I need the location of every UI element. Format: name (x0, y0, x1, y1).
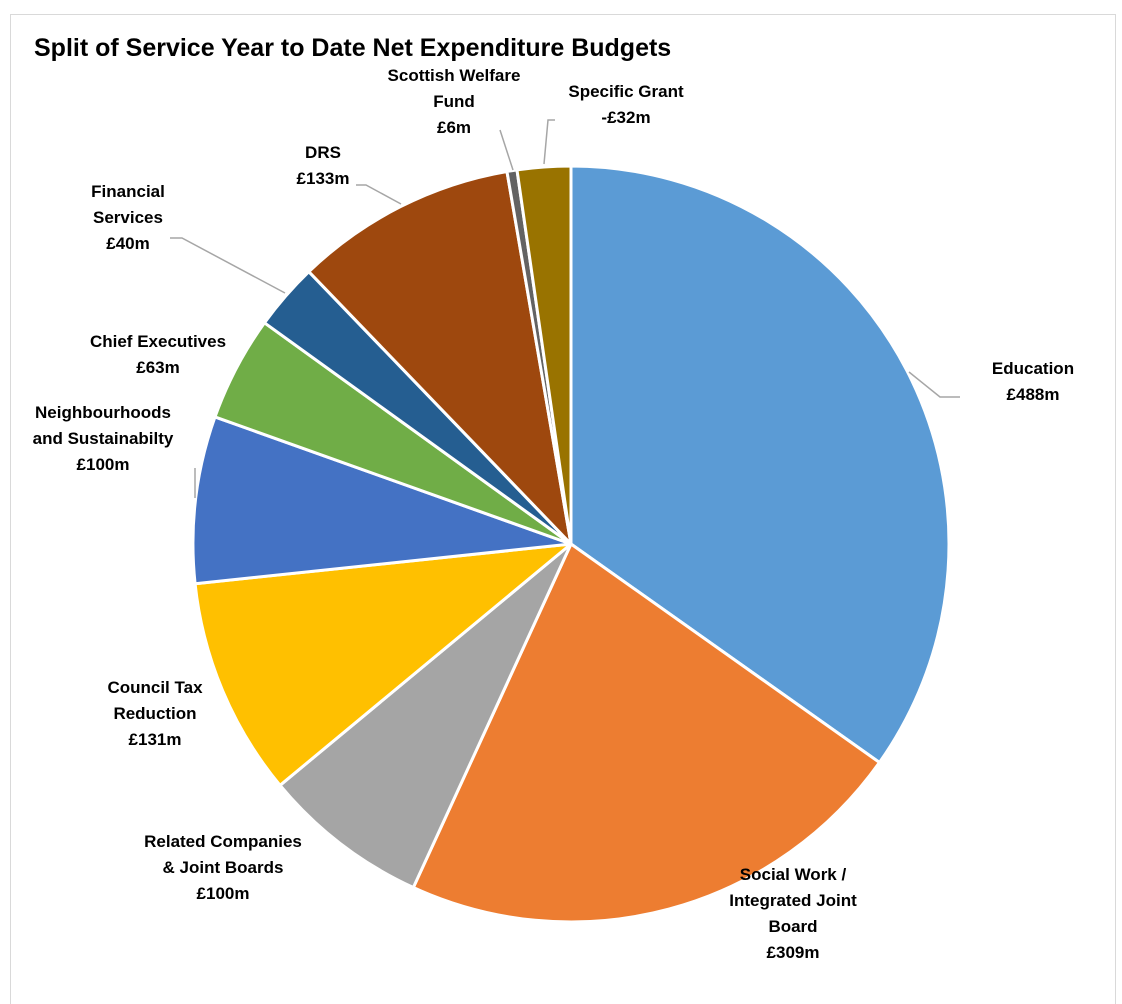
pie-slice-4 (191, 415, 573, 586)
data-label-5: Chief Executives £63m (90, 332, 226, 377)
data-label-3-line-2: £131m (129, 730, 182, 749)
leader-line-8 (499, 129, 514, 171)
leader-line-9 (543, 119, 555, 165)
data-label-5-line-1: £63m (136, 358, 179, 377)
data-label-8-line-2: £6m (437, 118, 471, 137)
data-label-2-line-2: £100m (197, 884, 250, 903)
data-label-9-line-1: -£32m (601, 108, 650, 127)
data-label-1-line-3: £309m (767, 943, 820, 962)
data-label-7-line-0: DRS (305, 143, 341, 162)
data-label-1-line-1: Integrated Joint (729, 891, 857, 910)
data-label-2: Related Companies & Joint Boards £100m (144, 832, 302, 903)
data-label-0: Education £488m (992, 359, 1074, 404)
data-label-6: Financial Services £40m (91, 182, 165, 253)
data-label-4-line-1: and Sustainabilty (33, 429, 174, 448)
data-label-2-line-1: & Joint Boards (163, 858, 284, 877)
data-label-8-line-1: Fund (433, 92, 475, 111)
chart-title: Split of Service Year to Date Net Expend… (34, 34, 672, 62)
data-label-3-line-0: Council Tax (107, 678, 203, 697)
data-label-3: Council Tax Reduction £131m (107, 678, 203, 749)
data-label-6-line-1: Services (93, 208, 163, 227)
data-label-5-line-0: Chief Executives (90, 332, 226, 351)
leader-line-0 (908, 371, 960, 398)
data-label-9-line-0: Specific Grant (568, 82, 684, 101)
pie-slice-7 (307, 169, 573, 546)
data-label-0-line-1: £488m (1007, 385, 1060, 404)
data-label-7-line-1: £133m (297, 169, 350, 188)
pie-slice-3 (193, 542, 573, 787)
leader-line-6 (170, 237, 286, 294)
data-label-8: Scottish Welfare Fund £6m (388, 66, 521, 137)
pie-slice-1 (411, 542, 881, 924)
pie-slice-9 (515, 164, 573, 546)
data-label-7: DRS £133m (297, 143, 350, 188)
pie-slice-0 (569, 164, 951, 764)
data-label-4-line-0: Neighbourhoods (35, 403, 171, 422)
data-label-1-line-0: Social Work / (740, 865, 847, 884)
data-label-1-line-2: Board (768, 917, 817, 936)
data-label-1: Social Work / Integrated Joint Board £309m (729, 865, 857, 962)
leader-line-7 (356, 184, 402, 205)
data-label-8-line-0: Scottish Welfare (388, 66, 521, 85)
data-label-4: Neighbourhoods and Sustainabilty £100m (33, 403, 174, 474)
data-label-4-line-2: £100m (77, 455, 130, 474)
data-label-9: Specific Grant -£32m (568, 82, 684, 127)
data-label-3-line-1: Reduction (113, 704, 196, 723)
data-label-6-line-2: £40m (106, 234, 149, 253)
data-label-6-line-0: Financial (91, 182, 165, 201)
data-label-0-line-0: Education (992, 359, 1074, 378)
data-label-2-line-0: Related Companies (144, 832, 302, 851)
pie-slice-2 (278, 542, 573, 890)
